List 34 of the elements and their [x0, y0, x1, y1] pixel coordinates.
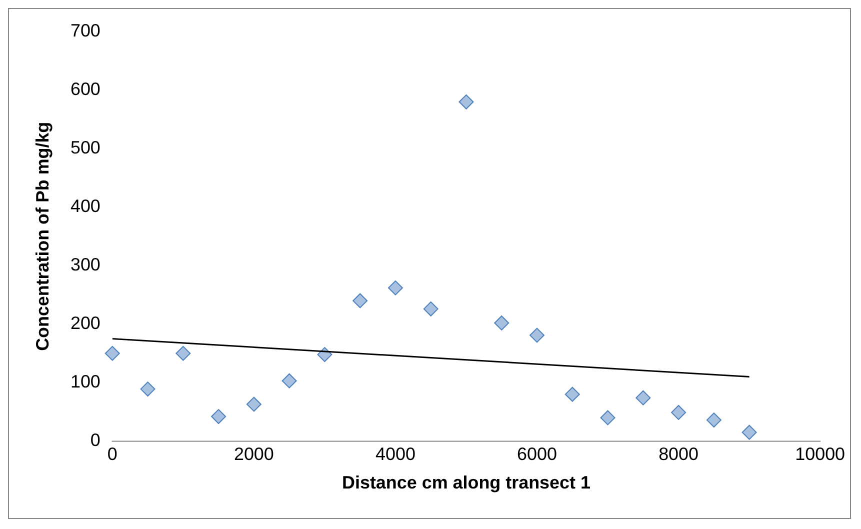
y-axis-title: Concentration of Pb mg/kg [32, 122, 53, 351]
point [352, 293, 368, 308]
point [388, 280, 403, 296]
point [494, 315, 510, 330]
point [211, 409, 226, 424]
y-tick-label: 700 [70, 20, 100, 41]
point [458, 94, 474, 110]
point [104, 346, 120, 361]
point [282, 373, 297, 388]
point [671, 404, 686, 420]
x-tick-label: 2000 [234, 444, 274, 464]
y-tick-label: 500 [70, 138, 100, 158]
x-tick-label: 10000 [795, 444, 846, 464]
y-tick-label: 100 [70, 372, 100, 392]
y-tick-label: 400 [70, 196, 100, 216]
point [600, 410, 616, 426]
y-tick-label: 200 [70, 313, 100, 334]
y-tick-label: 300 [70, 254, 100, 275]
point [140, 382, 156, 397]
x-tick-label: 6000 [517, 444, 557, 464]
point [246, 396, 262, 412]
point [636, 390, 651, 406]
point [742, 424, 757, 440]
point [423, 301, 438, 316]
x-tick-label: 8000 [658, 444, 699, 464]
point [564, 386, 580, 402]
y-tick-label: 600 [70, 79, 100, 100]
point [706, 412, 722, 428]
x-tick-label: 4000 [375, 444, 416, 464]
point [176, 346, 191, 361]
x-tick-label: 0 [107, 444, 118, 464]
x-axis-title: Distance cm along transect 1 [342, 472, 590, 492]
point [530, 328, 544, 343]
y-tick-label: 0 [90, 430, 100, 450]
